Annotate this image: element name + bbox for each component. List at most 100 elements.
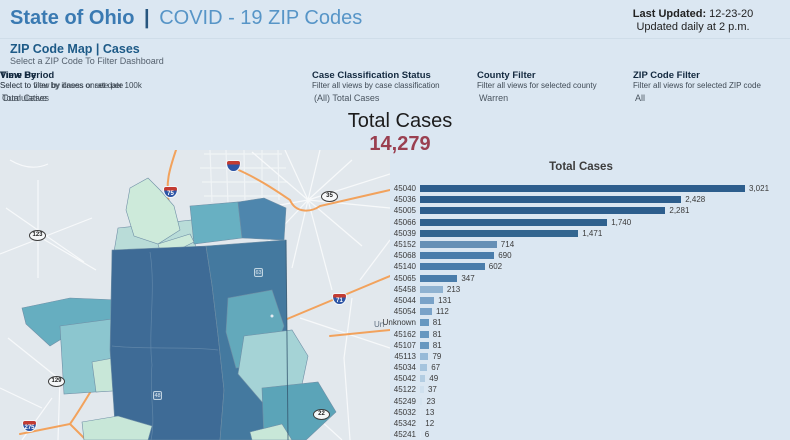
- route-marker-icon: 63: [254, 268, 263, 277]
- total-cases-summary: Total Cases 14,279: [255, 110, 545, 155]
- bar[interactable]: [420, 330, 429, 338]
- chart-row[interactable]: 45066 1,740: [372, 217, 790, 228]
- zip-region[interactable]: [109, 245, 225, 440]
- map-roads-minor: [0, 150, 390, 440]
- last-updated-value: 12-23-20: [706, 8, 754, 20]
- bar-value-label: 23: [426, 396, 436, 406]
- chart-row[interactable]: 45054 112: [372, 306, 790, 317]
- bar[interactable]: [420, 196, 682, 204]
- bar-value-label: 347: [461, 273, 475, 283]
- interstate-shield-icon: 275: [22, 420, 37, 432]
- bar-value-label: 131: [438, 295, 452, 305]
- chart-row[interactable]: 45249 23: [372, 396, 790, 407]
- filter-value-dropdown[interactable]: Warren: [479, 93, 509, 103]
- bar[interactable]: [420, 185, 745, 193]
- bar-category-label: 45241: [393, 430, 416, 440]
- bar-category-label: 45066: [393, 217, 416, 227]
- chart-row[interactable]: 45113 79: [372, 351, 790, 362]
- filter-value-dropdown[interactable]: Cumulative: [2, 93, 48, 103]
- zip-region[interactable]: [81, 415, 153, 440]
- filter-value-dropdown[interactable]: (All) Total Cases: [314, 93, 380, 103]
- chart-row[interactable]: 45162 81: [372, 328, 790, 339]
- bar[interactable]: [420, 420, 422, 428]
- bar[interactable]: [420, 229, 579, 237]
- bar[interactable]: [420, 274, 458, 282]
- chart-row[interactable]: 45065 347: [372, 273, 790, 284]
- chart-row[interactable]: 45039 1,471: [372, 228, 790, 239]
- chart-row[interactable]: 45342 12: [372, 418, 790, 429]
- map-canvas: [0, 150, 390, 440]
- chart-row[interactable]: 45034 67: [372, 362, 790, 373]
- bar-category-label: 45458: [393, 284, 416, 294]
- bar[interactable]: [420, 263, 485, 271]
- bar-category-label: 45068: [393, 251, 416, 261]
- bar[interactable]: [420, 241, 497, 249]
- chart-row[interactable]: 45107 81: [372, 340, 790, 351]
- filter-label: County Filter: [477, 70, 536, 81]
- chart-row[interactable]: Unknown 81: [372, 317, 790, 328]
- bar-value-label: 81: [432, 318, 442, 328]
- zip-region[interactable]: [189, 201, 243, 245]
- bar-value-label: 690: [498, 251, 512, 261]
- bar[interactable]: [420, 207, 666, 215]
- bar-category-label: 45152: [393, 240, 416, 250]
- chart-row[interactable]: 45040 3,021: [372, 183, 790, 194]
- bar[interactable]: [420, 341, 429, 349]
- chart-row[interactable]: 45005 2,281: [372, 205, 790, 216]
- total-cases-bar-chart: Total Cases 45040 3,021 45036 2,428 45005 2,2…: [372, 160, 790, 440]
- bar-category-label: 45122: [393, 385, 416, 395]
- section-title: ZIP Code Map | Cases: [10, 42, 164, 56]
- section-title-map: ZIP Code Map: [10, 42, 93, 56]
- map-zip-regions[interactable]: [21, 177, 337, 440]
- interstate-shield-icon: 71: [332, 293, 347, 305]
- app-title-subject: COVID - 19 ZIP Codes: [159, 7, 363, 29]
- bar[interactable]: [420, 364, 428, 372]
- chart-row[interactable]: 45032 13: [372, 407, 790, 418]
- bar-category-label: 45034: [393, 363, 416, 373]
- bar-category-label: 45032: [393, 407, 416, 417]
- zip-region[interactable]: [125, 177, 181, 245]
- filter-county: County Filter Filter all views for selec…: [477, 70, 627, 104]
- bar[interactable]: [420, 386, 424, 394]
- bar-value-label: 112: [436, 307, 449, 317]
- chart-row[interactable]: 45241 6: [372, 429, 790, 440]
- us-route-shield-icon: 22: [313, 409, 330, 420]
- zip-code-map[interactable]: Un 75 35 123 129 275 71 22 63 48: [0, 150, 390, 440]
- zip-boundary-lines: [111, 251, 219, 440]
- zip-region[interactable]: [249, 423, 293, 440]
- bar[interactable]: [420, 218, 608, 226]
- chart-row[interactable]: 45458 213: [372, 284, 790, 295]
- bar-value-label: 213: [446, 284, 461, 294]
- bar-category-label: 45065: [393, 273, 416, 283]
- bar[interactable]: [420, 308, 433, 316]
- bar[interactable]: [420, 285, 443, 293]
- filter-caption: Filter all views by case classification: [312, 81, 440, 90]
- bar[interactable]: [420, 296, 435, 304]
- zip-region[interactable]: [237, 197, 287, 241]
- bar[interactable]: [420, 375, 426, 383]
- chart-row[interactable]: 45036 2,428: [372, 194, 790, 205]
- title-divider: |: [144, 7, 150, 29]
- bar[interactable]: [420, 408, 422, 416]
- filter-zip-code: ZIP Code Filter Filter all views for sel…: [633, 70, 783, 104]
- chart-row[interactable]: 45140 602: [372, 261, 790, 272]
- us-route-shield-icon: 129: [48, 376, 65, 387]
- filter-value-dropdown[interactable]: All: [635, 93, 646, 103]
- filter-label: Case Classification Status: [312, 70, 431, 81]
- bar[interactable]: [420, 252, 495, 260]
- chart-row[interactable]: 45152 714: [372, 239, 790, 250]
- bar[interactable]: [420, 352, 429, 360]
- chart-row[interactable]: 45044 131: [372, 295, 790, 306]
- bar[interactable]: [420, 431, 421, 439]
- bar-value-label: 602: [488, 262, 503, 272]
- chart-row[interactable]: 45068 690: [372, 250, 790, 261]
- filter-caption: Filter all views for selected county: [477, 81, 597, 90]
- chart-row[interactable]: 45042 49: [372, 373, 790, 384]
- bar-category-label: 45140: [393, 262, 416, 272]
- chart-title: Total Cases: [549, 161, 613, 173]
- filter-value-dropdown[interactable]: Total Cases: [2, 93, 50, 103]
- bar[interactable]: [420, 319, 429, 327]
- bar[interactable]: [420, 397, 423, 405]
- chart-row[interactable]: 45122 37: [372, 384, 790, 395]
- bar-value-label: 3,021: [749, 184, 770, 194]
